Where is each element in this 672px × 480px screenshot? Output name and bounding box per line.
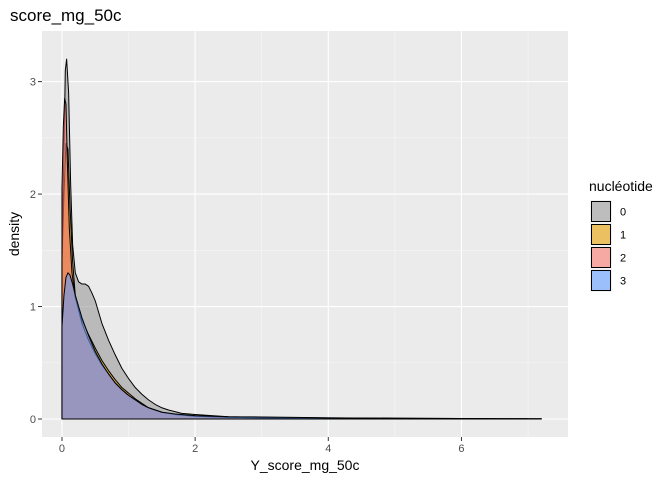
legend-label-3: 3 xyxy=(620,276,626,288)
x-tick-label: 6 xyxy=(458,443,464,455)
legend-key-3 xyxy=(591,270,611,291)
plot-panel xyxy=(42,31,568,437)
x-tick-label: 4 xyxy=(325,443,331,455)
legend-key-1 xyxy=(591,224,611,245)
x-tick-label: 2 xyxy=(192,443,198,455)
y-tick-label: 2 xyxy=(30,189,36,201)
density-areas xyxy=(61,58,542,420)
legend-label-1: 1 xyxy=(620,230,626,242)
x-tick-label: 0 xyxy=(59,443,65,455)
legend: nucléotide 0 1 2 3 xyxy=(589,178,653,292)
density-area-3 xyxy=(61,272,529,420)
x-axis-title: Y_score_mg_50c xyxy=(251,457,360,473)
y-tick-label: 3 xyxy=(30,77,36,89)
grid-lines xyxy=(42,31,568,437)
legend-key-2 xyxy=(591,247,611,268)
x-axis-ticks: 0 2 4 6 xyxy=(59,437,465,455)
y-tick-label: 0 xyxy=(30,414,36,426)
legend-label-0: 0 xyxy=(620,207,626,219)
legend-title: nucléotide xyxy=(589,178,653,194)
y-axis-ticks: 0 1 2 3 xyxy=(30,77,42,426)
y-axis-title: density xyxy=(6,212,22,256)
legend-label-2: 2 xyxy=(620,253,626,265)
y-tick-label: 1 xyxy=(30,302,36,314)
chart-title: score_mg_50c xyxy=(10,6,122,25)
legend-key-0 xyxy=(591,201,611,222)
